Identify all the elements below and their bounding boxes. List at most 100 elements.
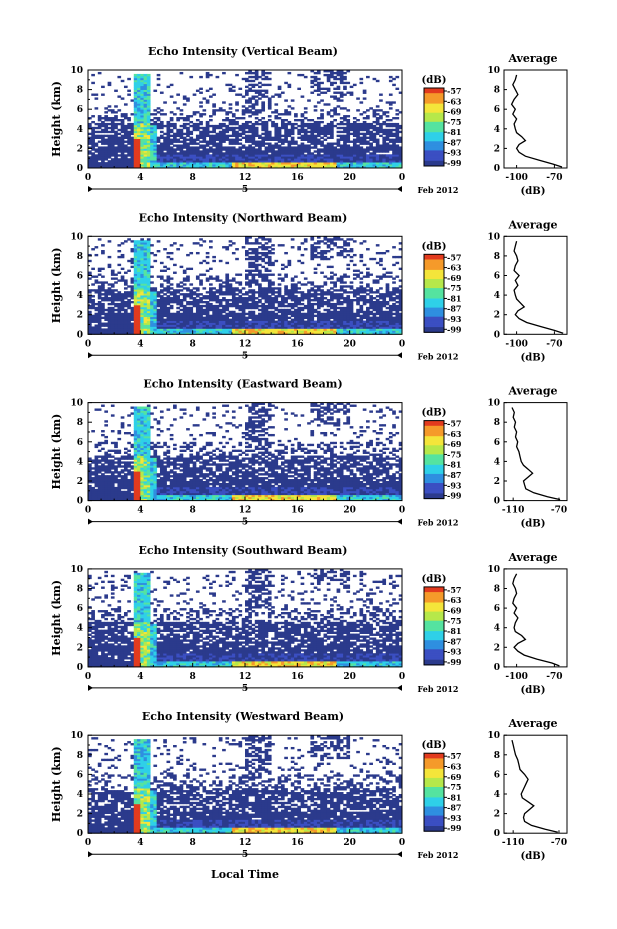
heatmap-cell [235, 314, 239, 318]
heatmap-cell [225, 150, 230, 153]
heatmap-cell [209, 73, 213, 77]
heatmap-cell [352, 316, 357, 320]
heatmap-cell [228, 142, 233, 145]
heatmap-cell [215, 146, 220, 149]
heatmap-cell [245, 85, 249, 89]
heatmap-cell [156, 328, 161, 331]
heatmap-cell [267, 142, 272, 145]
heatmap-cell [137, 142, 141, 145]
heatmap-cell [143, 293, 148, 296]
heatmap-cell [88, 277, 92, 280]
heatmap-cell [140, 283, 144, 286]
heatmap-cell [248, 89, 252, 92]
heatmap-cell [205, 154, 210, 157]
heatmap-cell [205, 322, 210, 325]
heatmap-cell [352, 312, 357, 316]
heatmap-cell [251, 103, 256, 106]
heatmap-cell [316, 293, 321, 296]
heatmap-cell [343, 285, 347, 288]
heatmap-cell [123, 140, 128, 143]
heatmap-cell [261, 244, 266, 247]
heatmap-cell [323, 126, 328, 130]
heatmap-cell [274, 124, 279, 128]
heatmap-cell [120, 138, 125, 141]
heatmap-cell [182, 97, 187, 100]
heatmap-cell [316, 236, 321, 239]
heatmap-cell [313, 124, 318, 128]
heatmap-cell [264, 89, 269, 92]
heatmap-cell [225, 152, 230, 155]
heatmap-cell [176, 320, 180, 323]
heatmap-cell [359, 299, 364, 302]
heatmap-cell [359, 132, 364, 136]
heatmap-cell [127, 306, 131, 310]
heatmap-cell [153, 113, 158, 116]
heatmap-cell [97, 162, 102, 165]
heatmap-cell [316, 138, 321, 141]
heatmap-cell [235, 130, 239, 134]
heatmap-cell [251, 124, 256, 128]
heatmap-cell [284, 126, 288, 130]
heatmap-cell [307, 138, 311, 141]
heatmap-cell [375, 158, 380, 161]
heatmap-cell [254, 111, 259, 114]
heatmap-cell [186, 293, 190, 296]
heatmap-cell [205, 148, 210, 151]
heatmap-cell [336, 122, 341, 126]
heatmap-cell [114, 332, 118, 335]
heatmap-cell [323, 242, 328, 245]
heatmap-cell [294, 140, 298, 143]
heatmap-cell [274, 326, 279, 329]
heatmap-cell [297, 248, 301, 251]
heatmap-cell [251, 297, 256, 300]
heatmap-cell [245, 312, 249, 316]
heatmap-cell [372, 124, 377, 128]
heatmap-cell [195, 146, 200, 149]
heatmap-cell [97, 126, 102, 130]
heatmap-cell [192, 146, 197, 149]
heatmap-cell [323, 156, 328, 159]
heatmap-cell [166, 152, 171, 155]
heatmap-cell [385, 101, 390, 104]
heatmap-cell [186, 316, 190, 320]
heatmap-cell [287, 146, 292, 149]
heatmap-cell [245, 236, 249, 239]
heatmap-cell [258, 144, 262, 147]
heatmap-cell [123, 136, 128, 139]
heatmap-cell [231, 302, 236, 306]
heatmap-cell [349, 316, 354, 320]
heatmap-cell [382, 111, 387, 114]
heatmap-cell [186, 97, 190, 100]
heatmap-cell [284, 148, 288, 151]
heatmap-cell [339, 81, 344, 85]
heatmap-cell [143, 89, 148, 92]
heatmap-cell [133, 89, 138, 92]
heatmap-cell [336, 70, 341, 73]
heatmap-cell [117, 109, 122, 112]
heatmap-cell [290, 322, 295, 325]
heatmap-cell [356, 128, 360, 132]
heatmap-cell [303, 283, 308, 286]
heatmap-cell [140, 257, 144, 261]
heatmap-cell [352, 240, 357, 243]
heatmap-cell [339, 289, 344, 292]
heatmap-cell [349, 146, 354, 149]
heatmap-cell [137, 261, 141, 265]
heatmap-cell [114, 142, 118, 145]
heatmap-cell [143, 275, 148, 278]
heatmap-cell [241, 146, 246, 149]
heatmap-cell [366, 166, 370, 169]
heatmap-cell [294, 158, 298, 161]
heatmap-cell [254, 240, 259, 243]
heatmap-cell [264, 126, 269, 130]
heatmap-cell [346, 81, 351, 85]
heatmap-cell [212, 318, 216, 321]
heatmap-cell [241, 126, 246, 130]
heatmap-cell [150, 140, 154, 143]
heatmap-cell [110, 134, 115, 138]
heatmap-cell [330, 302, 334, 306]
heatmap-cell [166, 318, 171, 321]
heatmap-cell [323, 144, 328, 147]
heatmap-cell [245, 140, 249, 143]
heatmap-cell [97, 285, 102, 288]
